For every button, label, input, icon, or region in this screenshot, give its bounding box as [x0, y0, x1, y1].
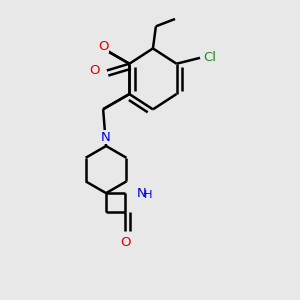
Text: N: N	[137, 187, 147, 200]
Text: H: H	[144, 190, 153, 200]
Text: -: -	[142, 187, 147, 200]
Text: Cl: Cl	[203, 51, 216, 64]
Text: N: N	[101, 131, 111, 144]
Text: O: O	[98, 40, 108, 53]
Text: O: O	[120, 236, 130, 249]
Text: O: O	[89, 64, 100, 77]
